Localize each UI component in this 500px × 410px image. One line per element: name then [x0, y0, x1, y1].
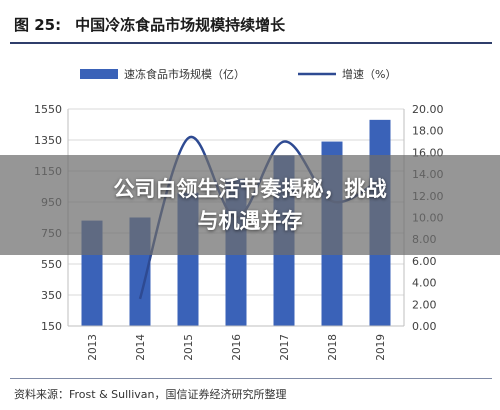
overlay-headline: 公司白领生活节奏揭秘，挑战 与机遇并存	[0, 155, 500, 255]
x-tick-label: 2013	[87, 334, 99, 361]
legend-line-label: 增速（%）	[342, 67, 396, 81]
header-rule	[10, 42, 492, 44]
legend-bar-label: 速冻食品市场规模（亿）	[124, 67, 245, 81]
x-tick-label: 2018	[327, 334, 339, 361]
left-tick-label: 550	[41, 258, 62, 271]
x-tick-label: 2015	[183, 334, 195, 361]
right-tick-label: 6.00	[412, 255, 437, 268]
right-tick-label: 0.00	[412, 320, 437, 333]
left-tick-label: 350	[41, 289, 62, 302]
x-axis: 2013 2014 2015 2016 2017 2018 2019	[68, 325, 404, 361]
source-note: 资料来源：Frost & Sullivan，国信证券经济研究所整理	[14, 388, 287, 401]
overlay-line-2: 与机遇并存	[197, 209, 303, 233]
x-tick-label: 2017	[279, 334, 291, 361]
right-tick-label: 18.00	[412, 125, 444, 138]
x-tick-label: 2019	[375, 334, 387, 361]
right-tick-label: 20.00	[412, 103, 444, 116]
figure-header: 图 25: 中国冷冻食品市场规模持续增长	[0, 0, 500, 44]
right-tick-label: 2.00	[412, 298, 437, 311]
right-tick-label: 4.00	[412, 277, 437, 290]
figure-title: 图 25: 中国冷冻食品市场规模持续增长	[14, 14, 285, 35]
chart-legend: 速冻食品市场规模（亿） 增速（%）	[80, 67, 396, 81]
source-rule	[10, 378, 492, 379]
figure-title-text: 中国冷冻食品市场规模持续增长	[75, 16, 286, 34]
left-tick-label: 150	[41, 320, 62, 333]
figure-number: 图 25:	[14, 16, 62, 34]
left-tick-label: 1550	[34, 103, 62, 116]
x-tick-label: 2016	[231, 334, 243, 361]
legend-bar-swatch	[80, 69, 118, 79]
overlay-line-1: 公司白领生活节奏揭秘，挑战	[113, 177, 387, 201]
overlay-banner: 公司白领生活节奏揭秘，挑战 与机遇并存	[0, 155, 500, 255]
left-tick-label: 1350	[34, 134, 62, 147]
x-tick-label: 2014	[135, 334, 147, 361]
